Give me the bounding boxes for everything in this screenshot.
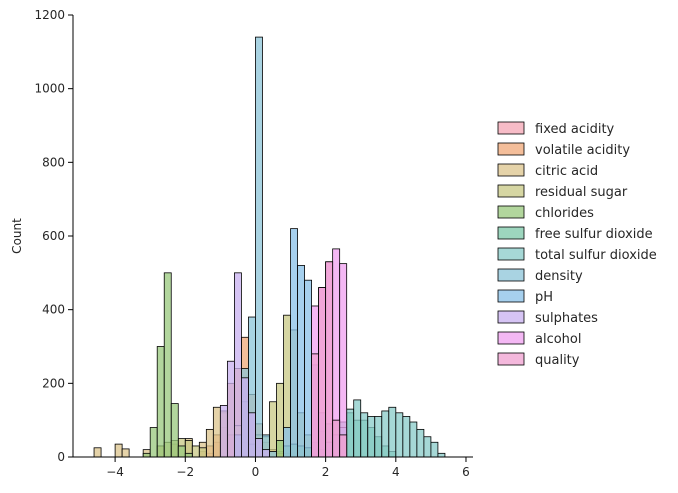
legend-label-fixed-acidity: fixed acidity xyxy=(535,122,615,137)
legend-swatch-density xyxy=(497,268,525,282)
bar-total-sulfur-dioxide-14 xyxy=(416,428,425,458)
y-tick-label: 0 xyxy=(57,450,65,464)
bar-total-sulfur-dioxide-8 xyxy=(374,416,383,458)
legend-label-free-sulfur-dioxide: free sulfur dioxide xyxy=(535,227,653,242)
legend-label-quality: quality xyxy=(535,353,580,368)
bar-citric-acid-9 xyxy=(212,406,221,458)
bar-sulphates-1 xyxy=(226,360,235,458)
bar-residual-sugar-8 xyxy=(269,401,277,458)
bar-quality-2 xyxy=(325,261,334,458)
x-tick-label: 6 xyxy=(462,465,470,479)
legend-swatch-quality xyxy=(497,352,525,366)
bar-chlorides-2 xyxy=(156,346,165,458)
legend-swatch-chlorides xyxy=(497,205,525,219)
legend-swatch-sulphates xyxy=(497,310,525,324)
bar-chlorides-6 xyxy=(184,452,193,458)
bar-total-sulfur-dioxide-16 xyxy=(430,441,439,458)
bar-sulphates-6 xyxy=(262,449,270,458)
y-axis-label: Count xyxy=(10,218,24,254)
bar-quality-0 xyxy=(311,353,320,458)
bar-total-sulfur-dioxide-4 xyxy=(346,408,355,458)
bar-quality-3 xyxy=(332,419,341,458)
bar-citric-acid-1 xyxy=(114,443,123,458)
y-tick-label: 800 xyxy=(42,155,65,169)
bar-pH-3 xyxy=(304,279,312,458)
y-tick-label: 1200 xyxy=(34,8,65,22)
bar-citric-acid-0 xyxy=(93,447,102,458)
y-tick-label: 1000 xyxy=(34,82,65,96)
bar-total-sulfur-dioxide-7 xyxy=(367,416,376,458)
legend-swatch-citric-acid xyxy=(497,163,525,177)
bar-pH-0 xyxy=(283,427,291,458)
bar-sulphates-2 xyxy=(233,272,242,458)
bar-chlorides-7 xyxy=(276,440,284,458)
legend-label-sulphates: sulphates xyxy=(535,311,598,326)
bar-chlorides-4 xyxy=(170,403,179,458)
bar-quality-4 xyxy=(339,434,348,458)
bar-pH-2 xyxy=(297,265,305,458)
x-tick-label: 4 xyxy=(392,465,400,479)
legend-label-density: density xyxy=(535,269,583,284)
legend-label-citric-acid: citric acid xyxy=(535,164,598,179)
legend-swatch-residual-sugar xyxy=(497,184,525,198)
bar-quality-1 xyxy=(318,287,327,458)
bar-sulphates-0 xyxy=(219,405,228,458)
legend-swatch-volatile-acidity xyxy=(497,142,525,156)
legend-label-volatile-acidity: volatile acidity xyxy=(535,143,630,158)
bar-chlorides-0 xyxy=(142,452,151,458)
bar-total-sulfur-dioxide-15 xyxy=(423,436,432,458)
bar-residual-sugar-6 xyxy=(198,447,207,458)
legend-label-total-sulfur-dioxide: total sulfur dioxide xyxy=(535,248,657,263)
x-tick-label: 0 xyxy=(252,465,260,479)
bar-density-5 xyxy=(269,451,277,458)
bar-total-sulfur-dioxide-17 xyxy=(437,452,446,458)
bar-citric-acid-2 xyxy=(121,448,130,458)
legend-label-chlorides: chlorides xyxy=(535,206,594,221)
bar-chlorides-3 xyxy=(163,272,172,458)
bar-total-sulfur-dioxide-11 xyxy=(395,412,404,458)
legend-swatch-fixed-acidity xyxy=(497,121,525,135)
legend-swatch-alcohol xyxy=(497,331,525,345)
bar-chlorides-5 xyxy=(177,445,186,458)
bar-total-sulfur-dioxide-6 xyxy=(360,412,369,458)
bar-total-sulfur-dioxide-12 xyxy=(402,416,411,458)
x-tick-label: 2 xyxy=(322,465,330,479)
bar-residual-sugar-5 xyxy=(191,445,200,458)
bar-pH-1 xyxy=(290,228,298,458)
bar-citric-acid-8 xyxy=(205,428,214,458)
y-tick-label: 600 xyxy=(42,229,65,243)
bar-sulphates-4 xyxy=(248,412,256,458)
y-tick-label: 200 xyxy=(42,376,65,390)
legend-label-pH: pH xyxy=(535,290,553,305)
legend-swatch-total-sulfur-dioxide xyxy=(497,247,525,261)
legend-label-alcohol: alcohol xyxy=(535,332,581,347)
bar-total-sulfur-dioxide-9 xyxy=(381,410,390,458)
x-tick-label: −4 xyxy=(106,465,124,479)
y-tick-label: 400 xyxy=(42,303,65,317)
bar-total-sulfur-dioxide-5 xyxy=(353,399,362,458)
bar-chlorides-1 xyxy=(149,427,158,458)
bar-sulphates-5 xyxy=(255,438,263,458)
legend-swatch-free-sulfur-dioxide xyxy=(497,226,525,240)
bar-sulphates-3 xyxy=(241,377,249,458)
legend-swatch-pH xyxy=(497,289,525,303)
bar-alcohol-4 xyxy=(339,263,348,458)
bar-total-sulfur-dioxide-13 xyxy=(409,421,418,458)
legend-label-residual-sugar: residual sugar xyxy=(535,185,628,200)
bar-total-sulfur-dioxide-10 xyxy=(388,406,397,458)
x-tick-label: −2 xyxy=(176,465,194,479)
bar-density-3 xyxy=(255,36,263,458)
